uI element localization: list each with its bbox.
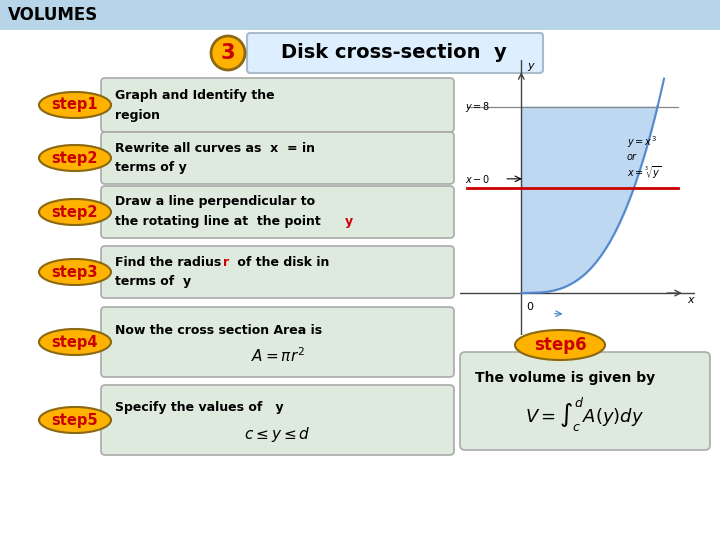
Ellipse shape [39,145,111,171]
Text: VOLUMES: VOLUMES [8,6,98,24]
FancyBboxPatch shape [247,33,543,73]
FancyBboxPatch shape [0,0,720,30]
Ellipse shape [39,329,111,355]
Text: Specify the values of   y: Specify the values of y [115,402,284,415]
Ellipse shape [39,407,111,433]
Text: $A = \pi r^2$: $A = \pi r^2$ [251,347,305,366]
Text: $y$: $y$ [527,61,536,73]
Text: $c \leq y \leq d$: $c \leq y \leq d$ [244,424,311,443]
Text: The volume is given by: The volume is given by [475,371,655,385]
Text: Draw a line perpendicular to: Draw a line perpendicular to [115,195,315,208]
Text: of the disk in: of the disk in [233,255,329,268]
Text: the rotating line at  the point: the rotating line at the point [115,215,325,228]
FancyBboxPatch shape [101,385,454,455]
Text: step6: step6 [534,336,586,354]
Ellipse shape [39,199,111,225]
Text: $V = \int_c^d A(y)dy$: $V = \int_c^d A(y)dy$ [526,396,644,434]
Circle shape [211,36,245,70]
FancyBboxPatch shape [101,186,454,238]
Text: terms of y: terms of y [115,161,186,174]
Text: step2: step2 [52,151,98,165]
Text: r: r [223,255,229,268]
Text: $x$: $x$ [687,295,696,306]
FancyBboxPatch shape [460,352,710,450]
Text: 3: 3 [221,43,235,63]
Text: step1: step1 [52,98,99,112]
FancyBboxPatch shape [101,132,454,184]
Text: Find the radius: Find the radius [115,255,225,268]
Ellipse shape [39,259,111,285]
Text: Graph and Identify the: Graph and Identify the [115,89,274,102]
Text: $y = 8$: $y = 8$ [465,99,491,113]
Text: step3: step3 [52,265,98,280]
Text: Now the cross section Area is: Now the cross section Area is [115,323,322,336]
Ellipse shape [39,92,111,118]
FancyBboxPatch shape [101,307,454,377]
Text: terms of  y: terms of y [115,275,191,288]
Text: Rewrite all curves as  x  = in: Rewrite all curves as x = in [115,141,315,154]
Text: $x - 0$: $x - 0$ [465,173,491,185]
FancyBboxPatch shape [101,246,454,298]
Text: step4: step4 [52,334,98,349]
Ellipse shape [515,330,605,360]
Text: region: region [115,109,160,122]
FancyBboxPatch shape [101,78,454,132]
Text: step5: step5 [52,413,99,428]
Text: step2: step2 [52,205,98,219]
Text: y: y [345,215,353,228]
Text: Disk cross-section  y: Disk cross-section y [281,44,507,63]
Text: $y = x^3$
or
$x = \sqrt[3]{y}$: $y = x^3$ or $x = \sqrt[3]{y}$ [627,134,661,181]
Text: $0$: $0$ [526,300,534,312]
